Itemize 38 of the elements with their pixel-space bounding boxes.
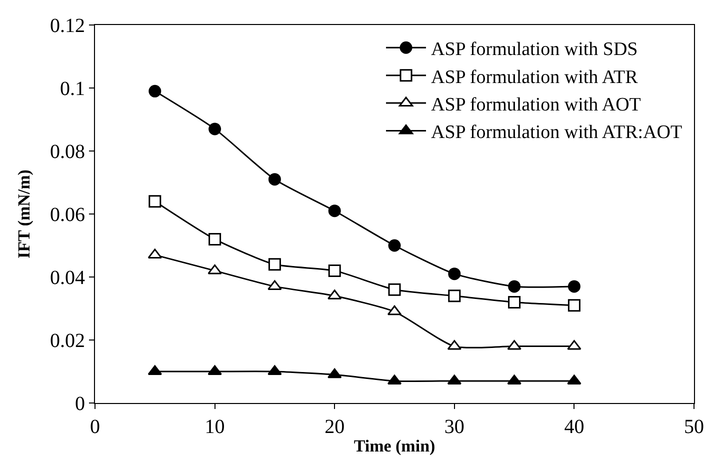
point [328, 264, 341, 277]
x-tick-label: 10 [204, 416, 225, 438]
point [568, 280, 580, 293]
y-tick-label: 0 [75, 393, 85, 415]
legend-label: ASP formulation with AOT [431, 94, 642, 116]
x-axis-title: Time (min) [354, 436, 436, 456]
point [508, 296, 521, 308]
y-tick-label: 0.12 [50, 15, 85, 37]
x-tick-label: 50 [684, 416, 704, 438]
x-tick-label: 30 [444, 416, 464, 438]
point [268, 173, 281, 186]
point [387, 305, 402, 316]
y-tick-label: 0.04 [50, 267, 85, 289]
point [388, 283, 401, 296]
point [148, 84, 162, 98]
point [508, 280, 521, 293]
point [268, 258, 281, 271]
y-tick-label: 0.1 [60, 78, 85, 100]
point [208, 122, 222, 136]
point [388, 239, 401, 252]
legend-label: ASP formulation with ATR:AOT [431, 122, 682, 144]
y-tick-label: 0.06 [50, 204, 85, 226]
x-tick-label: 40 [564, 416, 584, 438]
y-tick-label: 0.08 [50, 141, 85, 163]
y-axis-title: IFT (mN/m) [14, 170, 34, 258]
y-tick-label: 0.02 [50, 330, 85, 352]
x-tick-label: 0 [90, 416, 100, 438]
point [328, 204, 341, 218]
point [328, 368, 342, 378]
point [448, 290, 461, 302]
point [208, 232, 222, 246]
point [568, 299, 580, 312]
point [448, 268, 461, 280]
legend-label: ASP formulation with ATR [431, 66, 638, 88]
point [148, 195, 162, 208]
legend-label: ASP formulation with SDS [431, 39, 638, 60]
x-tick-label: 20 [324, 416, 345, 438]
point [208, 264, 222, 274]
